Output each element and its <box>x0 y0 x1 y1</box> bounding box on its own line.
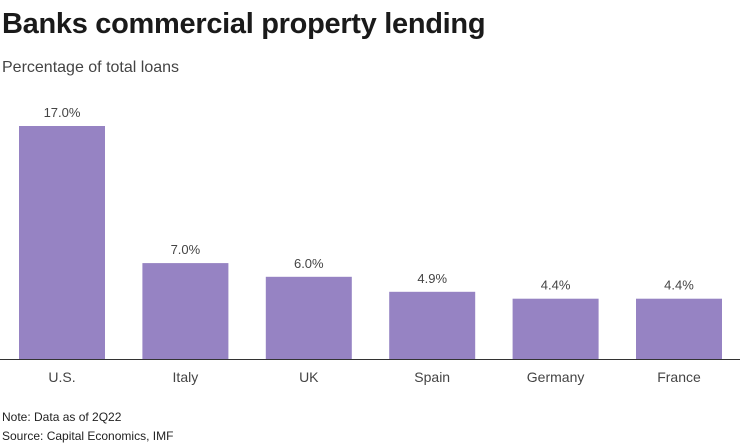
bar-germany <box>512 298 599 359</box>
category-label: Spain <box>414 369 450 385</box>
value-label: 7.0% <box>171 242 201 257</box>
category-label: France <box>657 369 701 385</box>
bars-layer <box>19 126 722 359</box>
labels-layer: 17.0% U.S. 7.0% Italy 6.0% UK 4.9% Spain 4.4% Ger… <box>44 105 701 385</box>
value-label: 6.0% <box>294 256 324 271</box>
value-label: 4.4% <box>664 278 694 293</box>
chart-subtitle: Percentage of total loans <box>2 59 180 76</box>
bar-spain <box>389 291 476 359</box>
chart-note: Note: Data as of 2Q22 <box>2 410 122 424</box>
category-label: Germany <box>527 369 585 385</box>
chart-source: Source: Capital Economics, IMF <box>2 429 174 443</box>
value-label: 4.4% <box>541 278 571 293</box>
bar-italy <box>142 263 229 359</box>
chart-title: Banks commercial property lending <box>2 8 486 40</box>
bar-france <box>636 298 722 359</box>
bar-uk <box>265 276 352 359</box>
bar-us <box>19 126 105 359</box>
value-label: 17.0% <box>44 105 81 120</box>
category-label: U.S. <box>48 369 75 385</box>
value-label: 4.9% <box>417 271 447 286</box>
category-label: UK <box>299 369 319 385</box>
category-label: Italy <box>173 369 199 385</box>
